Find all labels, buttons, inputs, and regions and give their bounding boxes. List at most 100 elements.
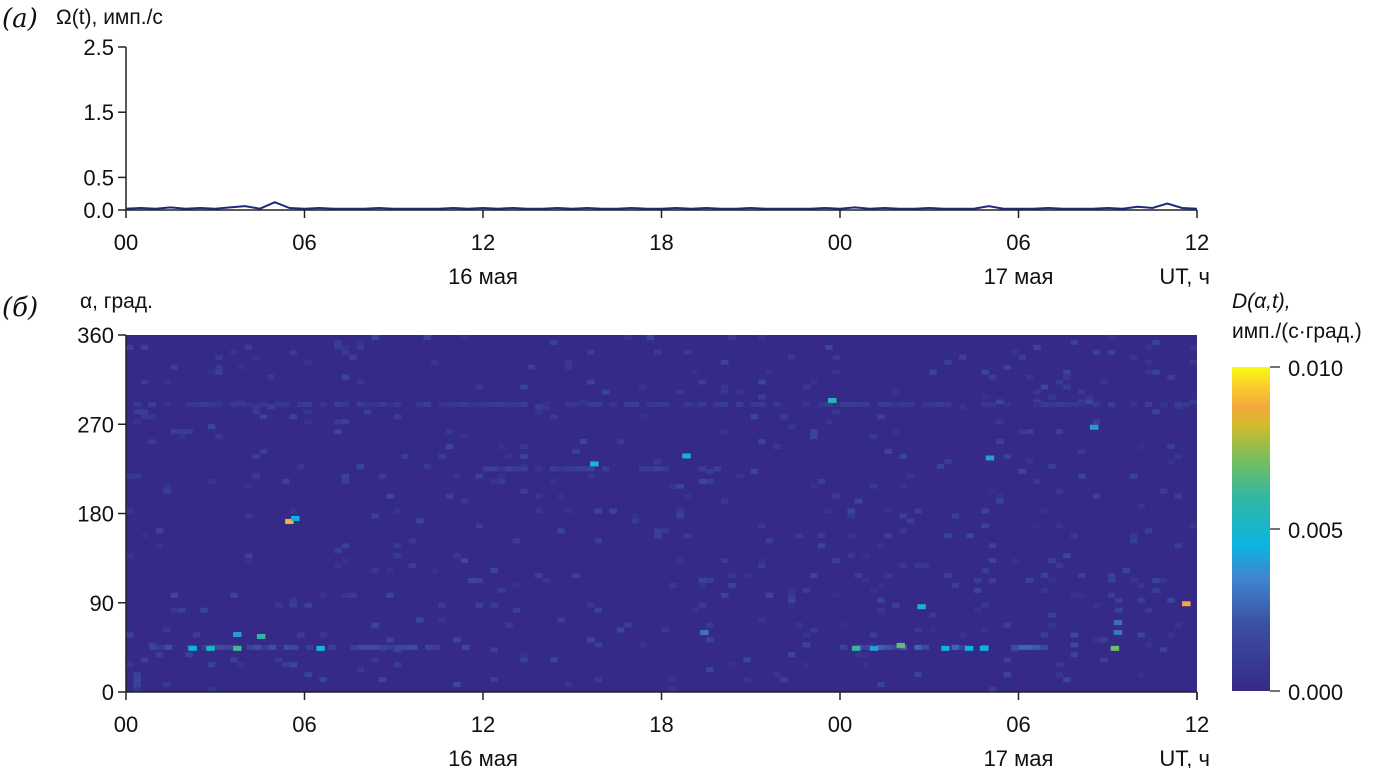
heatmap-cell (587, 637, 595, 643)
heatmap-cell (914, 672, 922, 678)
x-tick-label: 06 (1006, 712, 1030, 737)
heatmap-cell (668, 687, 677, 692)
heatmap-cell (497, 478, 506, 484)
heatmap-cell (1055, 379, 1064, 385)
heatmap-cell (549, 657, 558, 663)
heatmap-cell (698, 577, 707, 583)
heatmap-band-cell (661, 466, 669, 472)
heatmap-cell (810, 573, 818, 578)
heatmap-cell (1167, 597, 1175, 603)
heatmap-cell (825, 508, 833, 514)
heatmap-band-cell (698, 401, 707, 407)
heatmap-cell (237, 364, 245, 370)
heatmap-cell (252, 404, 260, 410)
y-tick-label: 0 (102, 680, 114, 705)
heatmap-cell (460, 558, 469, 564)
heatmap-cell (996, 419, 1004, 425)
heatmap-cell (371, 335, 379, 340)
heatmap-cell (676, 389, 684, 395)
heatmap-band-cell (899, 401, 907, 407)
heatmap-cell (252, 454, 260, 459)
heatmap-cell (765, 592, 774, 598)
heatmap-cell (676, 558, 684, 564)
heatmap-cell (520, 652, 528, 658)
heatmap-cell (170, 364, 179, 370)
heatmap-band-cell (1040, 401, 1049, 407)
heatmap-cell (319, 592, 327, 598)
heatmap-band-cell (1107, 401, 1116, 407)
heatmap-band-cell (1174, 401, 1183, 407)
heatmap-cell (1063, 369, 1071, 375)
heatmap-band-cell (438, 401, 446, 407)
heatmap-cell (721, 429, 729, 435)
heatmap-cell (1092, 602, 1101, 608)
heatmap-band-cell (192, 401, 201, 407)
heatmap-band-cell (981, 401, 989, 407)
heatmap-band-cell (683, 401, 692, 407)
heatmap-cell (743, 657, 751, 663)
heatmap-cell (668, 483, 677, 489)
heatmap-cell (1003, 672, 1012, 678)
heatmap-cell (445, 493, 454, 499)
panel-a-label: (a) (2, 4, 38, 34)
heatmap-cell (661, 627, 669, 633)
heatmap-cell (654, 533, 662, 539)
heatmap-cell (951, 582, 959, 588)
heatmap-band-cell (149, 644, 158, 650)
heatmap-cell (988, 558, 997, 564)
heatmap-band-cell (328, 644, 336, 650)
panel-a-axes: 00 06 12 18 00 06 12 16 мая 17 мая UT, ч 0.0 0.5 1.5… (83, 35, 1210, 289)
heatmap-cell (654, 528, 662, 534)
heatmap-band-cell (423, 401, 431, 407)
heatmap-cell (854, 652, 863, 658)
heatmap-cell (334, 419, 342, 425)
date-label: 16 мая (448, 264, 518, 289)
heatmap-cell (1011, 349, 1019, 355)
heatmap-band-cell (157, 644, 165, 650)
heatmap-cell (267, 404, 275, 410)
heatmap-band-cell (661, 401, 669, 407)
heatmap-cell (1100, 379, 1108, 385)
heatmap-cell (1055, 429, 1064, 435)
x-tick-label: 00 (828, 712, 852, 737)
heatmap-band-cell (1182, 401, 1190, 407)
heatmap-cell (215, 434, 223, 440)
heatmap-cell (936, 463, 945, 469)
heatmap-band-cell (505, 466, 513, 472)
heatmap-band-cell (475, 401, 483, 407)
heatmap-cell (245, 553, 253, 559)
colorbar-label-line2: имп./(с·град.) (1232, 320, 1362, 343)
heatmap-cell (787, 354, 796, 360)
heatmap-cell (1070, 632, 1078, 638)
omega-series-line (125, 201, 1198, 210)
heatmap-band-cell (654, 466, 662, 472)
heatmap-cell (490, 568, 498, 573)
y-tick-label: 2.5 (83, 35, 114, 60)
heatmap-cell (289, 349, 298, 355)
heatmap-hotspot (869, 645, 879, 651)
heatmap-cell (1025, 577, 1034, 583)
heatmap-cell (371, 657, 379, 663)
heatmap-cell (1078, 389, 1086, 395)
heatmap-cell (691, 369, 699, 375)
heatmap-cell (1040, 587, 1049, 593)
heatmap-cell (133, 473, 141, 479)
heatmap-cell (393, 508, 402, 514)
heatmap-band-cell (542, 401, 550, 407)
heatmap-cell (1048, 577, 1056, 583)
heatmap-cell (1137, 582, 1145, 588)
heatmap-cell (1033, 389, 1041, 395)
heatmap-cell (862, 662, 870, 668)
y-tick-label: 360 (77, 323, 114, 348)
heatmap-cell (988, 687, 997, 692)
heatmap-band-cell (572, 401, 580, 407)
heatmap-cell (386, 592, 394, 598)
x-tick-label: 06 (292, 712, 316, 737)
heatmap-cell (639, 642, 647, 648)
heatmap-cell (475, 577, 483, 583)
heatmap-cell (1167, 444, 1175, 450)
heatmap-cell (1174, 454, 1183, 459)
heatmap-cell (1063, 384, 1071, 390)
heatmap-cell (393, 414, 402, 420)
heatmap-cell (959, 632, 967, 638)
